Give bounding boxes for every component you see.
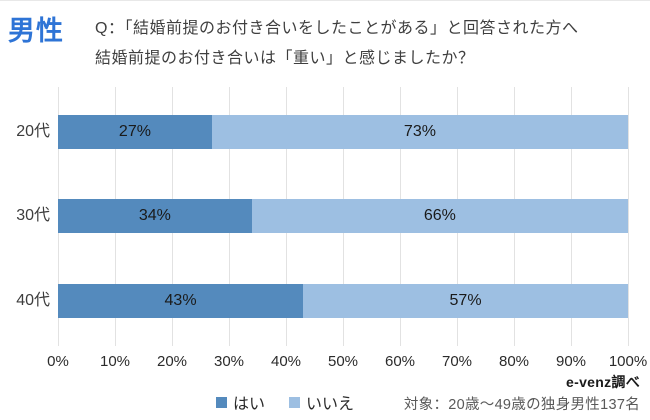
bar-value-label: 73% [403, 123, 436, 140]
bar-row: 40代 43% 57% [16, 284, 628, 318]
legend-swatch-no [289, 396, 301, 408]
source-label: e-venz調べ [566, 374, 640, 390]
gridline [628, 87, 629, 346]
bar-value-label: 27% [118, 123, 151, 140]
question-line-2: 結婚前提のお付き合いは「重い」と感じましたか？ [95, 50, 475, 67]
x-axis: 0% 10% 20% 30% 40% 50% 60% 70% 80% 90% 100% [47, 353, 647, 371]
bar-chart-plot-area: 20代 27% 73% 30代 34% 66% 40代 43% 57% [16, 87, 629, 346]
x-tick-label: 70% [441, 353, 473, 370]
legend-item-yes: はい [216, 390, 265, 414]
bar-segment-no: 66% [251, 199, 628, 233]
question-line-1: Q：「結婚前提のお付き合いをしたことがある」と回答された方へ [95, 20, 579, 37]
bar-value-label: 57% [449, 292, 482, 309]
bar-segment-yes: 34% [58, 199, 252, 233]
bar-row: 20代 27% 73% [16, 115, 628, 149]
x-tick-label: 0% [47, 353, 69, 370]
x-tick-label: 100% [608, 353, 648, 370]
category-label: 20代 [16, 123, 50, 140]
legend: はい いいえ [216, 390, 354, 414]
legend-label-yes: はい [233, 396, 266, 413]
x-tick-label: 30% [213, 353, 245, 370]
x-tick-label: 10% [99, 353, 131, 370]
target-note: 対象：20歳〜49歳の独身男性137名 [403, 397, 640, 413]
bar-segment-yes: 27% [58, 115, 212, 149]
x-tick-label: 20% [156, 353, 188, 370]
x-tick-label: 50% [327, 353, 359, 370]
legend-item-no: いいえ [289, 390, 354, 414]
x-tick-label: 60% [384, 353, 416, 370]
legend-label-no: いいえ [306, 396, 355, 413]
page-title: 男性 [8, 16, 64, 46]
category-label: 40代 [16, 292, 50, 309]
bar-value-label: 43% [164, 292, 197, 309]
bar-row: 30代 34% 66% [16, 199, 628, 233]
bar-segment-no: 57% [303, 284, 628, 318]
x-tick-label: 90% [555, 353, 587, 370]
bar-value-label: 66% [423, 207, 456, 224]
x-tick-label: 40% [270, 353, 302, 370]
bar-value-label: 34% [138, 207, 171, 224]
x-tick-label: 80% [498, 353, 530, 370]
category-label: 30代 [16, 207, 50, 224]
bar-segment-no: 73% [211, 115, 628, 149]
legend-swatch-yes [216, 396, 227, 408]
question-text: Q：「結婚前提のお付き合いをしたことがある」と回答された方へ 結婚前提のお付き合… [95, 14, 578, 74]
bar-segment-yes: 43% [58, 284, 304, 318]
